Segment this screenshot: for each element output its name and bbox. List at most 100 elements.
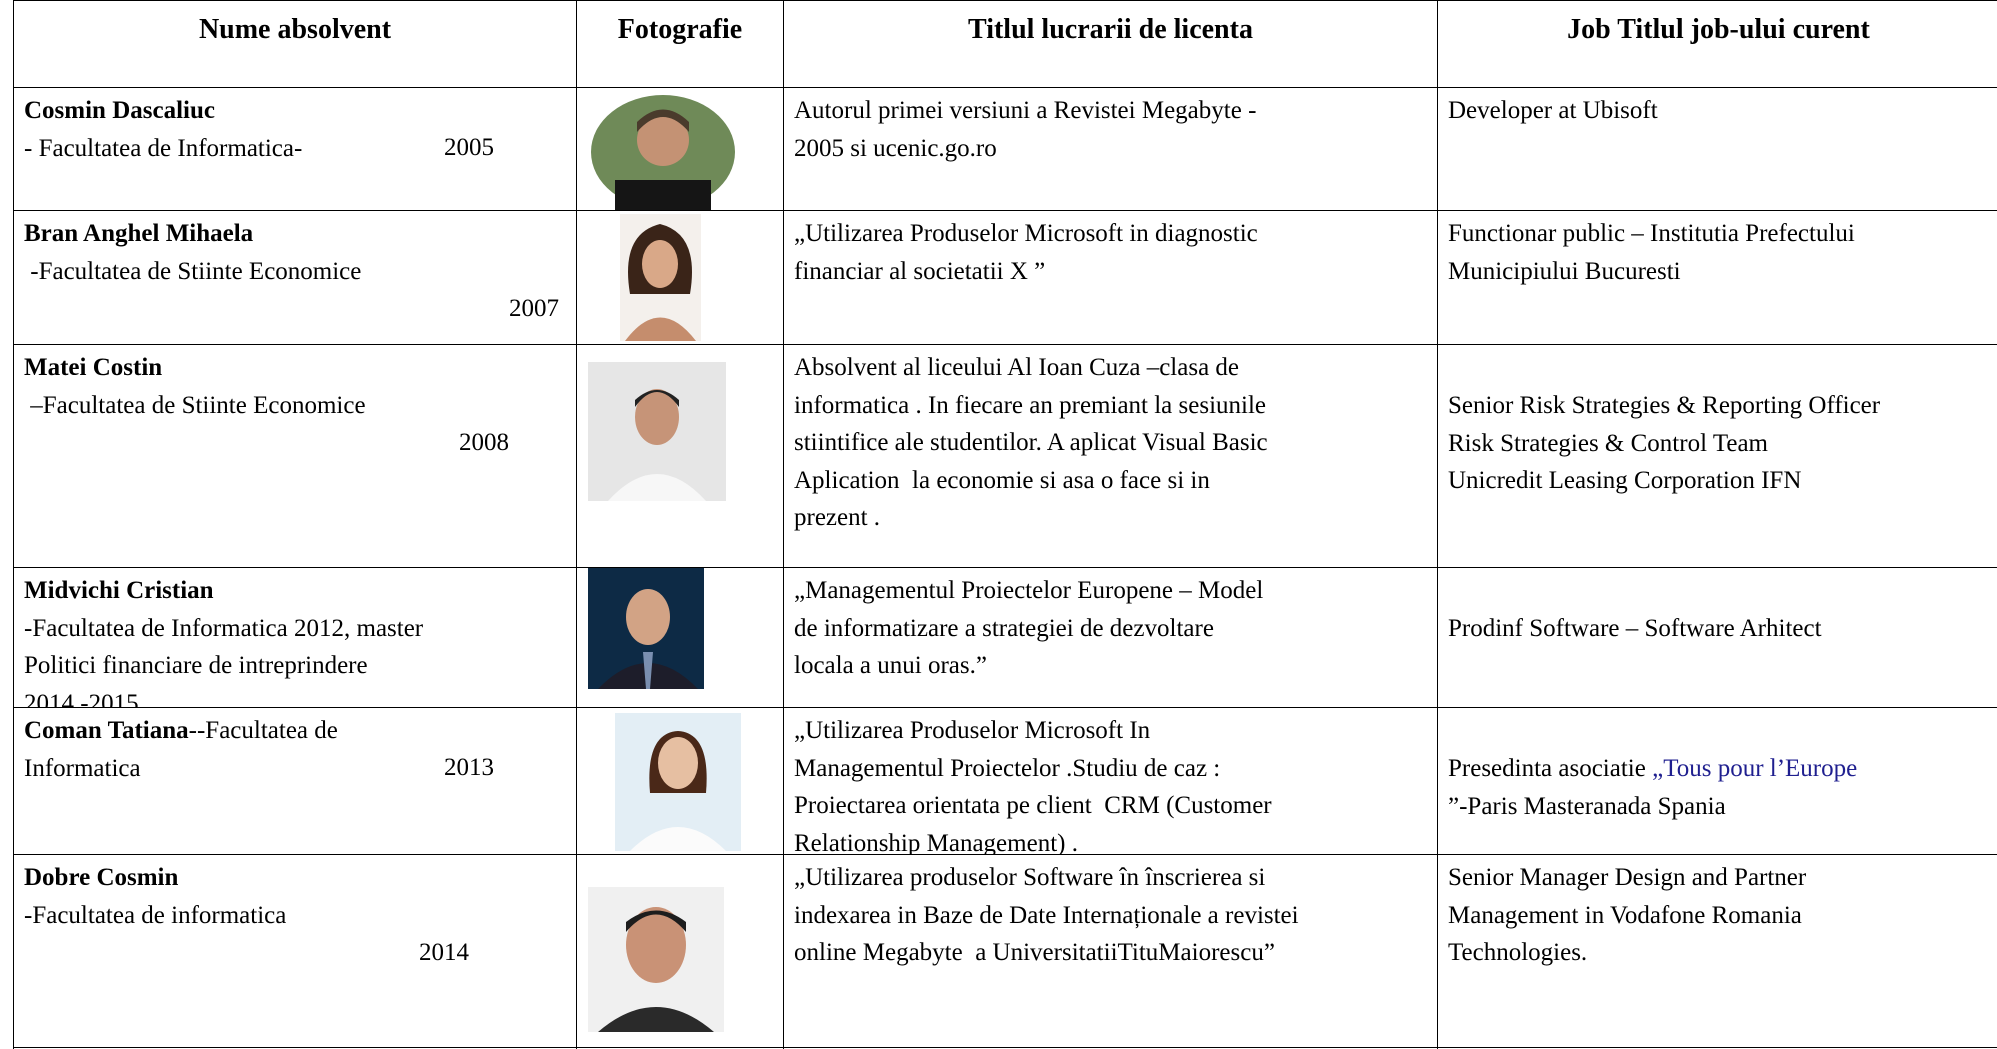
- table-cell: Midvichi Cristian -Facultatea de Informat…: [13, 567, 576, 707]
- job-text: Risk Strategies & Control Team: [1448, 429, 1768, 457]
- thesis-line: „Utilizarea produselor Software în înscr…: [794, 864, 1266, 891]
- thesis-line: Managementul Proiectelor .Studiu de caz …: [794, 754, 1221, 782]
- graduate-name: Matei Costin: [24, 354, 163, 381]
- graduate-detail: Informatica: [24, 754, 141, 782]
- detail-line: 2014 -2015: [24, 685, 566, 708]
- graduate-detail: Politici financiare de intreprindere: [24, 652, 368, 679]
- table-cell: Senior Risk Strategies & Reporting Offic…: [1437, 344, 1997, 567]
- table-cell: Absolvent al liceului Al Ioan Cuza –clas…: [783, 344, 1437, 567]
- thesis-line: stiintifice ale studentilor. A aplicat V…: [794, 429, 1268, 456]
- photo: [591, 95, 735, 210]
- detail-line: -Facultatea de Stiinte Economice: [24, 253, 566, 291]
- job-text: Technologies.: [1448, 939, 1588, 966]
- thesis-line: „Managementul Proiectelor Europene – Mod…: [794, 577, 1264, 604]
- job-line: Risk Strategies & Control Team: [1448, 425, 1989, 463]
- table-cell: Developer at Ubisoft: [1437, 87, 1997, 210]
- graduation-year: 2007: [509, 295, 559, 322]
- thesis-line: prezent .: [794, 504, 881, 531]
- graduate-name: Dobre Cosmin: [24, 864, 179, 891]
- job-text: ”-Paris Masteranada Spania: [1448, 792, 1726, 820]
- job-text: Unicredit Leasing Corporation IFN: [1448, 467, 1802, 494]
- thesis-line: Proiectarea orientata pe client CRM (Cus…: [794, 792, 1272, 819]
- thesis-line: indexarea in Baze de Date Internaționale…: [794, 901, 1299, 929]
- table-cell: Senior Manager Design and Partner Managem…: [1437, 854, 1997, 1049]
- thesis-line: informatica . In fiecare an premiant la …: [794, 391, 1267, 419]
- table-cell: [576, 854, 783, 1049]
- table-cell: „Utilizarea Produselor Microsoft In Manag…: [783, 707, 1437, 854]
- detail-line: Politici financiare de intreprindere: [24, 647, 566, 685]
- job-text: Functionar public – Institutia Prefectul…: [1448, 220, 1855, 247]
- job-line: Management in Vodafone Romania: [1448, 897, 1989, 935]
- name-line: Cosmin Dascaliuc: [24, 92, 566, 130]
- job-text: Presedinta asociatie: [1448, 755, 1646, 782]
- detail-line: –Facultatea de Stiinte Economice: [24, 387, 566, 425]
- graduate-name: Bran Anghel Mihaela: [24, 220, 254, 247]
- job-text: Municipiului Bucuresti: [1448, 257, 1681, 285]
- thesis-line: financiar al societatii X ”: [794, 257, 1046, 285]
- table-cell: [576, 707, 783, 854]
- table-cell: Presedinta asociatie „Tous pour l’Europe…: [1437, 707, 1997, 854]
- graduation-year: 2014: [419, 939, 469, 966]
- job-text: Senior Risk Strategies & Reporting Offic…: [1448, 392, 1881, 419]
- table-cell: Prodinf Software – Software Arhitect: [1437, 567, 1997, 707]
- thesis-line: „Utilizarea Produselor Microsoft In: [794, 717, 1151, 744]
- job-link: „Tous pour l’Europe: [1652, 755, 1858, 782]
- graduate-name: Cosmin Dascaliuc: [24, 97, 215, 124]
- table-cell: „Managementul Proiectelor Europene – Mod…: [783, 567, 1437, 707]
- table-cell: Dobre Cosmin -Facultatea de informatica 20…: [13, 854, 576, 1049]
- table-cell: Job Titlul job-ului curent: [1437, 0, 1997, 87]
- graduation-year: 2005: [444, 134, 494, 161]
- graduation-year: 2013: [444, 754, 494, 781]
- name-line: Matei Costin: [24, 349, 566, 387]
- photo: [615, 713, 741, 851]
- photo: [620, 214, 701, 341]
- thesis-line: online Megabyte a UniversitatiiTituMaior…: [794, 939, 1275, 966]
- name-line: Dobre Cosmin: [24, 859, 566, 897]
- thesis-line: Absolvent al liceului Al Ioan Cuza –clas…: [794, 354, 1240, 381]
- table-cell: Titlul lucrarii de licenta: [783, 0, 1437, 87]
- photo: [588, 567, 704, 689]
- thesis-line: de informatizare a strategiei de dezvolt…: [794, 614, 1214, 642]
- detail-line: Informatica: [24, 750, 566, 788]
- job-line: Functionar public – Institutia Prefectul…: [1448, 215, 1989, 253]
- table-cell: Bran Anghel Mihaela -Facultatea de Stiin…: [13, 210, 576, 344]
- job-text: Senior Manager Design and Partner: [1448, 864, 1807, 891]
- photo: [588, 887, 724, 1032]
- graduate-detail: --Facultatea de: [188, 717, 338, 744]
- table-cell: Cosmin Dascaliuc - Facultatea de Informat…: [13, 87, 576, 210]
- table-cell: Functionar public – Institutia Prefectul…: [1437, 210, 1997, 344]
- table-cell: Fotografie: [576, 0, 783, 87]
- graduate-detail: -Facultatea de Informatica 2012, master: [24, 614, 424, 642]
- detail-line: - Facultatea de Informatica-: [24, 130, 566, 168]
- detail-line: -Facultatea de informatica: [24, 897, 566, 935]
- graduate-name: Coman Tatiana: [24, 717, 189, 744]
- photo: [588, 362, 726, 501]
- thesis-line: „Utilizarea Produselor Microsoft in diag…: [794, 220, 1258, 247]
- table-cell: „Utilizarea produselor Software în înscr…: [783, 854, 1437, 1049]
- job-line: Prodinf Software – Software Arhitect: [1448, 610, 1989, 648]
- name-line: Bran Anghel Mihaela: [24, 215, 566, 253]
- thesis-line: Autorul primei versiuni a Revistei Megab…: [794, 97, 1257, 124]
- graduate-detail: 2014 -2015: [24, 689, 139, 708]
- graduation-year: 2008: [459, 429, 509, 456]
- column-header: Job Titlul job-ului curent: [1567, 14, 1870, 45]
- table-cell: Coman Tatiana--Facultatea de Informatica 2…: [13, 707, 576, 854]
- job-line: Technologies.: [1448, 934, 1989, 972]
- column-header: Nume absolvent: [198, 14, 392, 45]
- table-cell: [576, 344, 783, 567]
- thesis-line: 2005 si ucenic.go.ro: [794, 134, 997, 162]
- job-line: Municipiului Bucuresti: [1448, 253, 1989, 291]
- table-cell: [576, 567, 783, 707]
- job-line: Developer at Ubisoft: [1448, 92, 1989, 130]
- name-line: Coman Tatiana--Facultatea de: [24, 712, 566, 750]
- thesis-line: Relationship Management) .: [794, 829, 1078, 855]
- table-cell: [576, 210, 783, 344]
- graduate-detail: - Facultatea de Informatica-: [24, 134, 303, 162]
- job-text: Developer at Ubisoft: [1448, 97, 1658, 124]
- job-text: Management in Vodafone Romania: [1448, 901, 1802, 929]
- table-cell: „Utilizarea Produselor Microsoft in diag…: [783, 210, 1437, 344]
- graduate-detail: -Facultatea de informatica: [24, 901, 287, 929]
- column-header: Fotografie: [617, 14, 743, 45]
- job-line: Presedinta asociatie „Tous pour l’Europe: [1448, 750, 1989, 788]
